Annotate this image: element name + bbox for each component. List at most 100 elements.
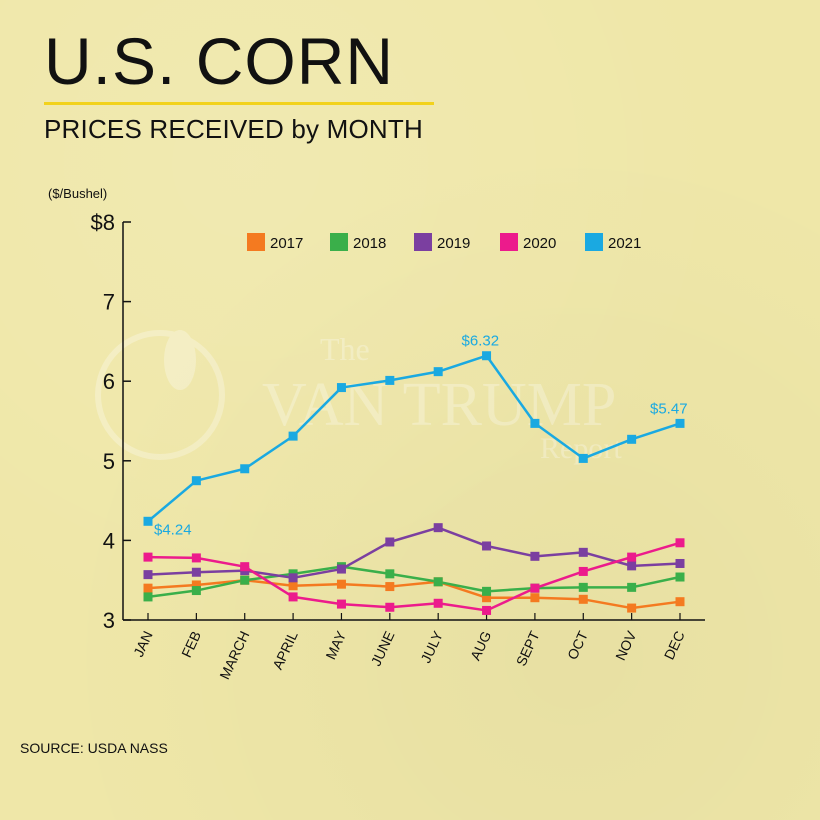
data-point-2017 [482, 593, 492, 603]
y-tick-label: 6 [103, 369, 115, 394]
data-point-2019 [433, 523, 443, 533]
x-tick-label: JUNE [368, 629, 398, 669]
corn-icon [164, 330, 196, 390]
data-point-2021 [530, 418, 540, 428]
watermark-top: The [320, 331, 370, 367]
data-point-2017 [530, 593, 540, 603]
data-point-2020 [240, 562, 250, 572]
data-point-2019 [288, 573, 298, 583]
x-tick-label: JULY [417, 628, 446, 665]
data-point-2018 [482, 586, 492, 596]
data-point-2018 [627, 582, 637, 592]
data-point-2021 [288, 431, 298, 441]
x-tick-label: MAY [322, 628, 349, 662]
data-point-2020 [433, 598, 443, 608]
x-tick-label: JAN [130, 629, 156, 660]
y-tick-label: 7 [103, 290, 115, 315]
data-label: $5.47 [650, 400, 688, 417]
watermark-middle: VAN TRUMP [262, 371, 616, 439]
watermark: The VAN TRUMP Report [95, 330, 622, 465]
series-line-2018 [147, 565, 681, 599]
data-point-2021 [336, 383, 346, 393]
legend-label-2018: 2018 [353, 235, 386, 252]
data-point-2020 [627, 552, 637, 562]
data-point-2020 [288, 592, 298, 602]
source-note: SOURCE: USDA NASS [20, 740, 168, 756]
title-underline [44, 102, 434, 105]
data-point-2017 [675, 597, 685, 607]
data-point-2021 [385, 375, 395, 385]
data-point-2017 [143, 583, 153, 593]
series-lines [147, 354, 681, 612]
data-point-2017 [385, 582, 395, 592]
x-tick-label: DEC [661, 629, 688, 663]
data-label: $4.24 [154, 521, 192, 538]
x-tick-label: SEPT [513, 628, 543, 668]
y-tick-label: 4 [103, 528, 115, 553]
data-point-2021 [433, 367, 443, 377]
data-point-2021 [191, 476, 201, 486]
watermark-emblem [95, 330, 225, 460]
data-point-2020 [482, 605, 492, 615]
series-line-2020 [147, 541, 681, 612]
data-point-2020 [143, 552, 153, 562]
legend-label-2019: 2019 [437, 235, 470, 252]
y-axis-unit: ($/Bushel) [48, 186, 108, 201]
series-line-2019 [147, 526, 681, 580]
legend-swatch-2018 [330, 233, 348, 251]
x-tick-label: APRIL [269, 628, 301, 672]
data-point-2017 [578, 594, 588, 604]
data-point-2019 [385, 537, 395, 547]
data-point-2021 [143, 516, 153, 526]
data-label: $6.32 [462, 333, 500, 350]
x-tick-label: NOV [612, 628, 640, 663]
x-tick-label: OCT [564, 628, 591, 662]
data-point-2018 [240, 575, 250, 585]
data-point-2020 [385, 602, 395, 612]
data-point-2021 [578, 453, 588, 463]
legend: 2017 2018 2019 2020 2021 [247, 233, 641, 252]
legend-label-2020: 2020 [523, 235, 556, 252]
data-point-2019 [578, 547, 588, 557]
y-tick-label: 5 [103, 449, 115, 474]
data-point-2021 [675, 418, 685, 428]
data-point-2021 [240, 464, 250, 474]
data-point-2020 [578, 566, 588, 576]
legend-swatch-2020 [500, 233, 518, 251]
legend-swatch-2019 [414, 233, 432, 251]
data-point-2017 [627, 603, 637, 613]
y-tick-label: $8 [91, 210, 115, 235]
data-point-2019 [336, 564, 346, 574]
data-point-2018 [578, 582, 588, 592]
x-tick-label: MARCH [216, 629, 252, 682]
legend-label-2021: 2021 [608, 235, 641, 252]
data-point-2020 [530, 583, 540, 593]
chart-title: U.S. CORN [44, 24, 395, 98]
data-point-2017 [336, 579, 346, 589]
data-point-2020 [336, 599, 346, 609]
series-line-2021 [147, 354, 681, 523]
legend-swatch-2017 [247, 233, 265, 251]
data-point-2018 [191, 586, 201, 596]
data-point-2017 [191, 580, 201, 590]
data-point-2021 [482, 351, 492, 361]
data-point-2019 [482, 541, 492, 551]
data-point-2020 [675, 538, 685, 548]
data-point-2019 [143, 570, 153, 580]
data-point-2018 [143, 592, 153, 602]
data-point-2019 [627, 561, 637, 571]
data-point-2019 [675, 558, 685, 568]
data-point-2019 [530, 551, 540, 561]
chart-subtitle: PRICES RECEIVED by MONTH [44, 114, 423, 144]
y-tick-label: 3 [103, 608, 115, 633]
annotations: $4.24 $6.32 $5.47 [154, 333, 688, 539]
x-tick-label: FEB [178, 629, 204, 660]
legend-label-2017: 2017 [270, 235, 303, 252]
data-point-2020 [191, 553, 201, 563]
data-point-2021 [627, 434, 637, 444]
data-point-2019 [191, 567, 201, 577]
legend-swatch-2021 [585, 233, 603, 251]
data-point-2018 [675, 572, 685, 582]
data-point-2018 [385, 569, 395, 579]
